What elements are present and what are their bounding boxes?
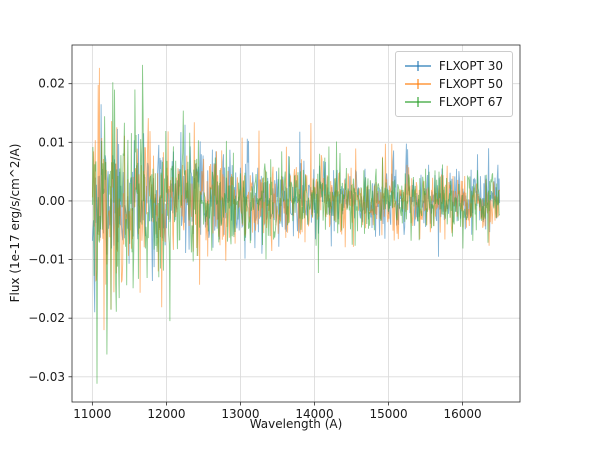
y-tick-label: −0.01 [28,253,65,267]
legend: FLXOPT 30 FLXOPT 50 FLXOPT 67 [394,51,513,117]
legend-label: FLXOPT 50 [438,77,503,91]
series-line-flxopt-30 [91,104,501,313]
x-tick-label: 13000 [221,407,259,421]
y-axis-label: Flux (1e-17 erg/s/cm^2/A) [8,143,22,303]
series-line-flxopt-67 [91,64,500,384]
y-tick-label: −0.02 [28,311,65,325]
x-tick-label: 12000 [147,407,185,421]
legend-item: FLXOPT 30 [403,57,503,75]
legend-item: FLXOPT 67 [403,93,503,111]
axes-border [71,44,521,403]
x-tick-label: 11000 [73,407,111,421]
series-group [91,64,501,384]
y-tick-label: 0.02 [38,77,65,91]
y-tick-label: 0.01 [38,135,65,149]
legend-label: FLXOPT 30 [438,59,503,73]
legend-errorbar-sample-icon [404,79,431,89]
legend-label: FLXOPT 67 [438,95,503,109]
y-tick-label: −0.03 [28,370,65,384]
legend-errorbar-sample-icon [404,97,431,107]
legend-item: FLXOPT 50 [403,75,503,93]
x-tick-label: 16000 [444,407,482,421]
legend-errorbar-sample-icon [404,61,431,71]
y-tick-label: 0.00 [38,194,65,208]
x-tick-label: 15000 [369,407,407,421]
x-tick-label: 14000 [295,407,333,421]
ticks: 11000 12000 13000 14000 15000 16000 −0.03 −0.02… [28,77,481,421]
x-axis-label: Wavelength (A) [249,417,343,431]
